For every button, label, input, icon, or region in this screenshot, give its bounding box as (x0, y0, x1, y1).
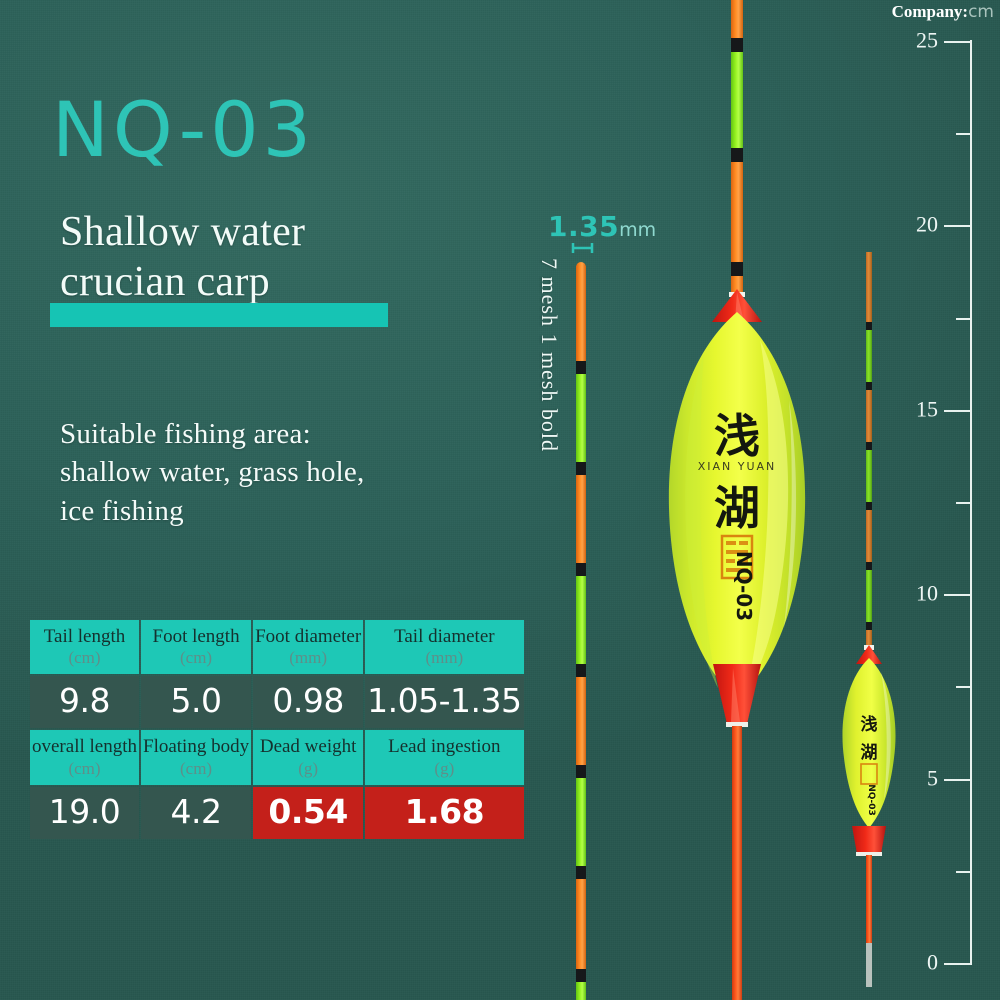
tail-diameter-unit: mm (619, 219, 657, 241)
page-title: NQ-03 (52, 85, 315, 174)
ruler-tick-major (944, 963, 972, 965)
spec-header-cell: Tail length (cm) (30, 620, 139, 675)
ruler-tick-label: 15 (916, 396, 938, 422)
spec-header-cell: overall length (cm) (30, 730, 139, 785)
ruler-tick-label: 5 (927, 765, 938, 791)
usage-description: Suitable fishing area: shallow water, gr… (60, 415, 364, 530)
ruler-tick-label: 0 (927, 949, 938, 975)
ruler-tick-label: 20 (916, 211, 938, 237)
ruler-tick-minor (956, 502, 972, 504)
spec-header-cell: Tail diameter (mm) (365, 620, 524, 675)
spec-header-cell: Lead ingestion (g) (365, 730, 524, 785)
ruler-tick-label: 10 (916, 580, 938, 606)
spec-value-cell: 19.0 (30, 786, 139, 839)
usage-line-2: shallow water, grass hole, (60, 456, 365, 489)
subtitle-line-2: crucian carp (60, 258, 270, 305)
ruler-tick-label: 25 (916, 27, 938, 53)
mesh-note: 7 mesh 1 mesh bold (537, 258, 562, 452)
company-label: Company: (891, 2, 969, 21)
spec-value-cell: 5.0 (141, 676, 252, 729)
spec-value-cell: 9.8 (30, 676, 139, 729)
table-row: 19.0 4.2 0.54 1.68 (30, 786, 524, 839)
ruler-tick-minor (956, 133, 972, 136)
spec-header-cell: Floating body (cm) (141, 730, 252, 785)
spec-value-cell-highlight: 1.68 (365, 786, 524, 839)
spec-value-cell: 1.05-1.35 (365, 676, 524, 729)
spec-header-cell: Foot length (cm) (141, 620, 252, 675)
table-row: overall length (cm) Floating body (cm) D… (30, 730, 524, 785)
measurement-ruler: Company:cm 25 20 15 10 5 0 (870, 0, 1000, 1000)
ruler-tick-major (944, 594, 972, 597)
subtitle-line-1: Shallow water (60, 209, 306, 255)
usage-line-3: ice fishing (60, 494, 184, 527)
spec-header-cell: Foot diameter (mm) (253, 620, 364, 675)
subtitle: Shallow water crucian carp (60, 208, 305, 307)
ruler-tick-minor (956, 870, 972, 873)
subtitle-underline-bar (50, 303, 388, 327)
spec-value-cell-highlight: 0.54 (253, 786, 364, 839)
tail-diameter-callout: 1.35mm (548, 210, 656, 243)
table-row: 9.8 5.0 0.98 1.05-1.35 (30, 676, 524, 729)
ruler-unit-label: cm (968, 2, 994, 22)
spec-value-cell: 4.2 (141, 786, 252, 839)
tail-diameter-value: 1.35 (548, 210, 620, 243)
ruler-tick-major (944, 409, 972, 412)
ruler-tick-major (944, 41, 972, 43)
spec-header-cell: Dead weight (g) (253, 730, 364, 785)
ruler-tick-minor (956, 317, 972, 320)
ruler-tick-major (944, 225, 972, 228)
spec-table: Tail length (cm) Foot length (cm) Foot d… (28, 618, 526, 841)
spec-value-cell: 0.98 (253, 676, 364, 729)
table-row: Tail length (cm) Foot length (cm) Foot d… (30, 620, 524, 675)
usage-line-1: Suitable fishing area: (60, 418, 311, 450)
ruler-axis-line (970, 40, 972, 963)
ruler-title: Company:cm (892, 2, 994, 22)
ruler-tick-minor (956, 686, 972, 689)
ruler-tick-major (944, 778, 972, 781)
